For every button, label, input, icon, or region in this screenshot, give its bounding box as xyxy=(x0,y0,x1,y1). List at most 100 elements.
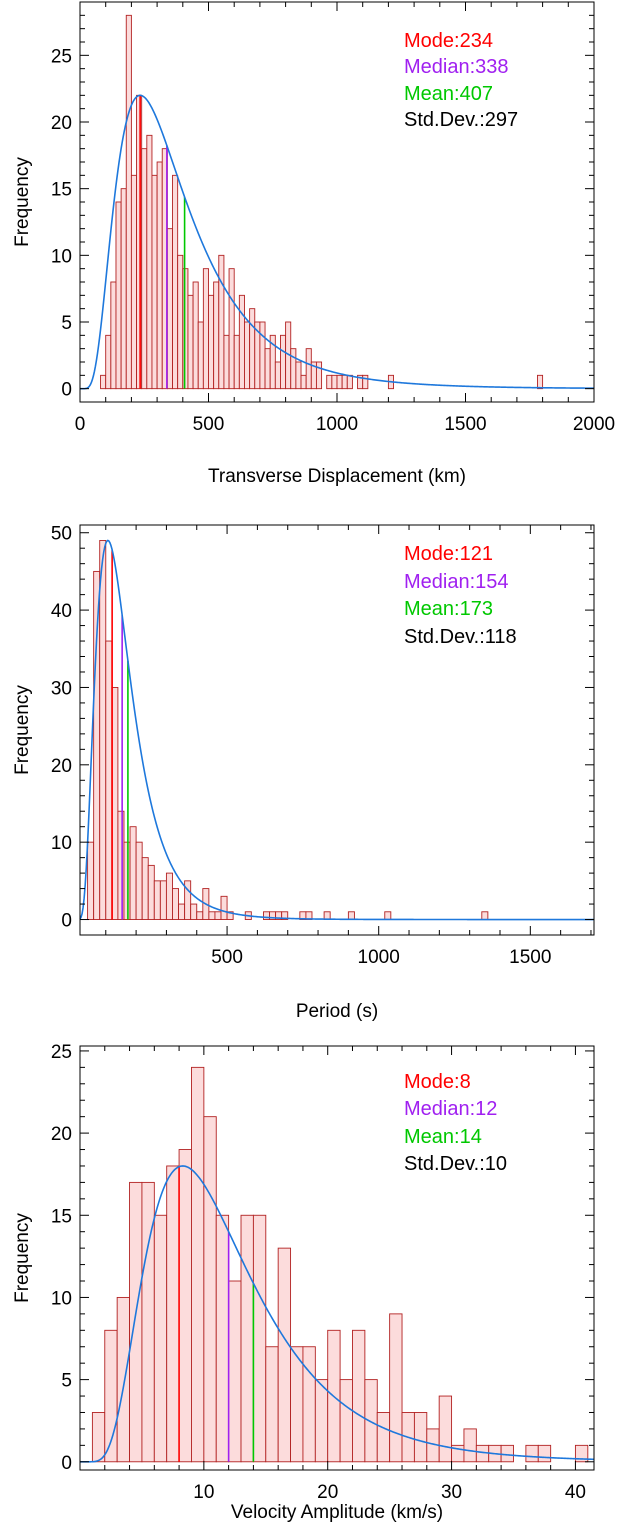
histogram-bar xyxy=(274,361,281,390)
histogram-bar xyxy=(153,880,161,920)
histogram-bar xyxy=(376,1412,391,1463)
y-tick-label: 25 xyxy=(51,1042,72,1063)
histogram-bar xyxy=(302,1346,316,1463)
histogram-bar xyxy=(326,374,333,390)
histogram-bar xyxy=(339,1379,353,1463)
histogram-bar xyxy=(105,640,113,920)
median-label: Median:154 xyxy=(404,571,509,593)
histogram-bar xyxy=(178,1149,192,1463)
x-tick-label: 1500 xyxy=(444,414,486,435)
x-tick-label: 2000 xyxy=(573,414,615,435)
y-tick-label: 15 xyxy=(51,180,72,201)
histogram-bar xyxy=(172,888,180,920)
histogram-bar xyxy=(352,1329,366,1463)
histogram-bar xyxy=(190,903,198,920)
y-tick-label: 30 xyxy=(51,678,72,699)
histogram-bars xyxy=(87,540,489,920)
histogram-bar xyxy=(141,857,149,920)
histogram-bar xyxy=(384,911,392,920)
histogram-bar xyxy=(214,911,222,920)
histogram-bar xyxy=(100,374,107,390)
histogram-bar xyxy=(252,1214,267,1463)
histogram-bar xyxy=(184,880,192,920)
histogram-bar xyxy=(215,1214,230,1463)
histogram-bar xyxy=(500,1444,514,1463)
histogram-bar xyxy=(117,810,125,920)
plot-frame xyxy=(79,1045,595,1471)
histogram-bar xyxy=(159,880,167,920)
histogram-bar xyxy=(295,361,302,390)
y-tick-label: 5 xyxy=(61,1371,72,1392)
histogram-bar xyxy=(362,374,369,390)
histogram-bar xyxy=(259,321,266,390)
histogram-bar xyxy=(110,281,117,390)
histogram-bar xyxy=(264,348,271,390)
histogram-bar xyxy=(115,201,122,390)
y-tick-label: 10 xyxy=(51,246,72,267)
histogram-bar xyxy=(281,911,289,920)
histogram-bar xyxy=(240,1214,254,1463)
histogram-bar xyxy=(290,348,297,390)
histogram-bar xyxy=(300,374,307,390)
histogram-bar xyxy=(116,1296,131,1463)
histogram-bar xyxy=(223,334,230,390)
x-tick-label: 500 xyxy=(193,414,225,435)
histogram-bar xyxy=(93,570,101,920)
histogram-bar xyxy=(166,228,173,390)
histogram-bar xyxy=(277,1247,292,1463)
x-tick-label: 10 xyxy=(193,1482,214,1503)
x-tick-label: 20 xyxy=(317,1482,338,1503)
histogram-bar xyxy=(123,841,131,920)
y-tick-label: 0 xyxy=(61,911,72,932)
histogram-bar xyxy=(105,334,112,390)
mode-label: Mode:121 xyxy=(404,543,493,565)
histogram-bar xyxy=(574,1444,589,1463)
histogram-bar xyxy=(537,374,544,390)
mean-label: Mean:14 xyxy=(404,1126,482,1148)
mean-label: Mean:173 xyxy=(404,598,493,620)
histogram-bar xyxy=(177,254,184,390)
histogram-bar xyxy=(125,14,132,390)
fit-curve xyxy=(79,539,594,921)
histogram-bar xyxy=(220,895,228,920)
histogram-bar xyxy=(336,374,343,390)
y-tick-label: 0 xyxy=(61,1453,72,1474)
x-tick-label: 40 xyxy=(565,1482,586,1503)
histogram-bar xyxy=(228,1280,242,1463)
histogram-bar xyxy=(156,161,163,390)
histogram-bar xyxy=(135,841,143,920)
x-tick-label: 0 xyxy=(75,414,86,435)
histogram-bar xyxy=(166,1165,180,1463)
mode-label: Mode:8 xyxy=(404,1071,471,1093)
histogram-bar xyxy=(314,1379,329,1463)
histogram-bar xyxy=(347,911,355,920)
histogram-bar xyxy=(153,1214,168,1463)
histogram-bars xyxy=(100,14,544,390)
y-tick-label: 10 xyxy=(51,833,72,854)
histogram-bar xyxy=(165,872,173,920)
x-axis-label: Period (s) xyxy=(296,1001,378,1022)
histogram-bar xyxy=(87,841,95,920)
histogram-bar xyxy=(226,911,234,920)
histogram-bar xyxy=(99,540,107,920)
histogram-bar xyxy=(129,826,137,920)
histogram-bar xyxy=(213,281,220,390)
x-tick-label: 1500 xyxy=(509,947,551,968)
stddev-label: Std.Dev.:118 xyxy=(404,626,517,648)
histogram-bar xyxy=(203,1116,217,1463)
y-tick-label: 5 xyxy=(61,313,72,334)
histogram-bar xyxy=(331,374,338,390)
y-tick-label: 50 xyxy=(51,524,72,545)
y-tick-label: 40 xyxy=(51,601,72,622)
histogram-bar xyxy=(129,1181,143,1463)
histogram-panel-3: 10 20 30 40 0 5 10 15 20 25 Velocity Amplitude (km… xyxy=(12,1042,595,1523)
fit-curve xyxy=(80,1165,595,1463)
histogram-bar xyxy=(197,321,204,390)
histogram-bar xyxy=(263,911,270,920)
y-axis-label: Frequency xyxy=(12,685,33,775)
histogram-bar xyxy=(305,348,312,390)
histogram-bar xyxy=(315,361,323,390)
histogram-bars xyxy=(91,1066,589,1463)
histogram-bar xyxy=(192,281,199,390)
